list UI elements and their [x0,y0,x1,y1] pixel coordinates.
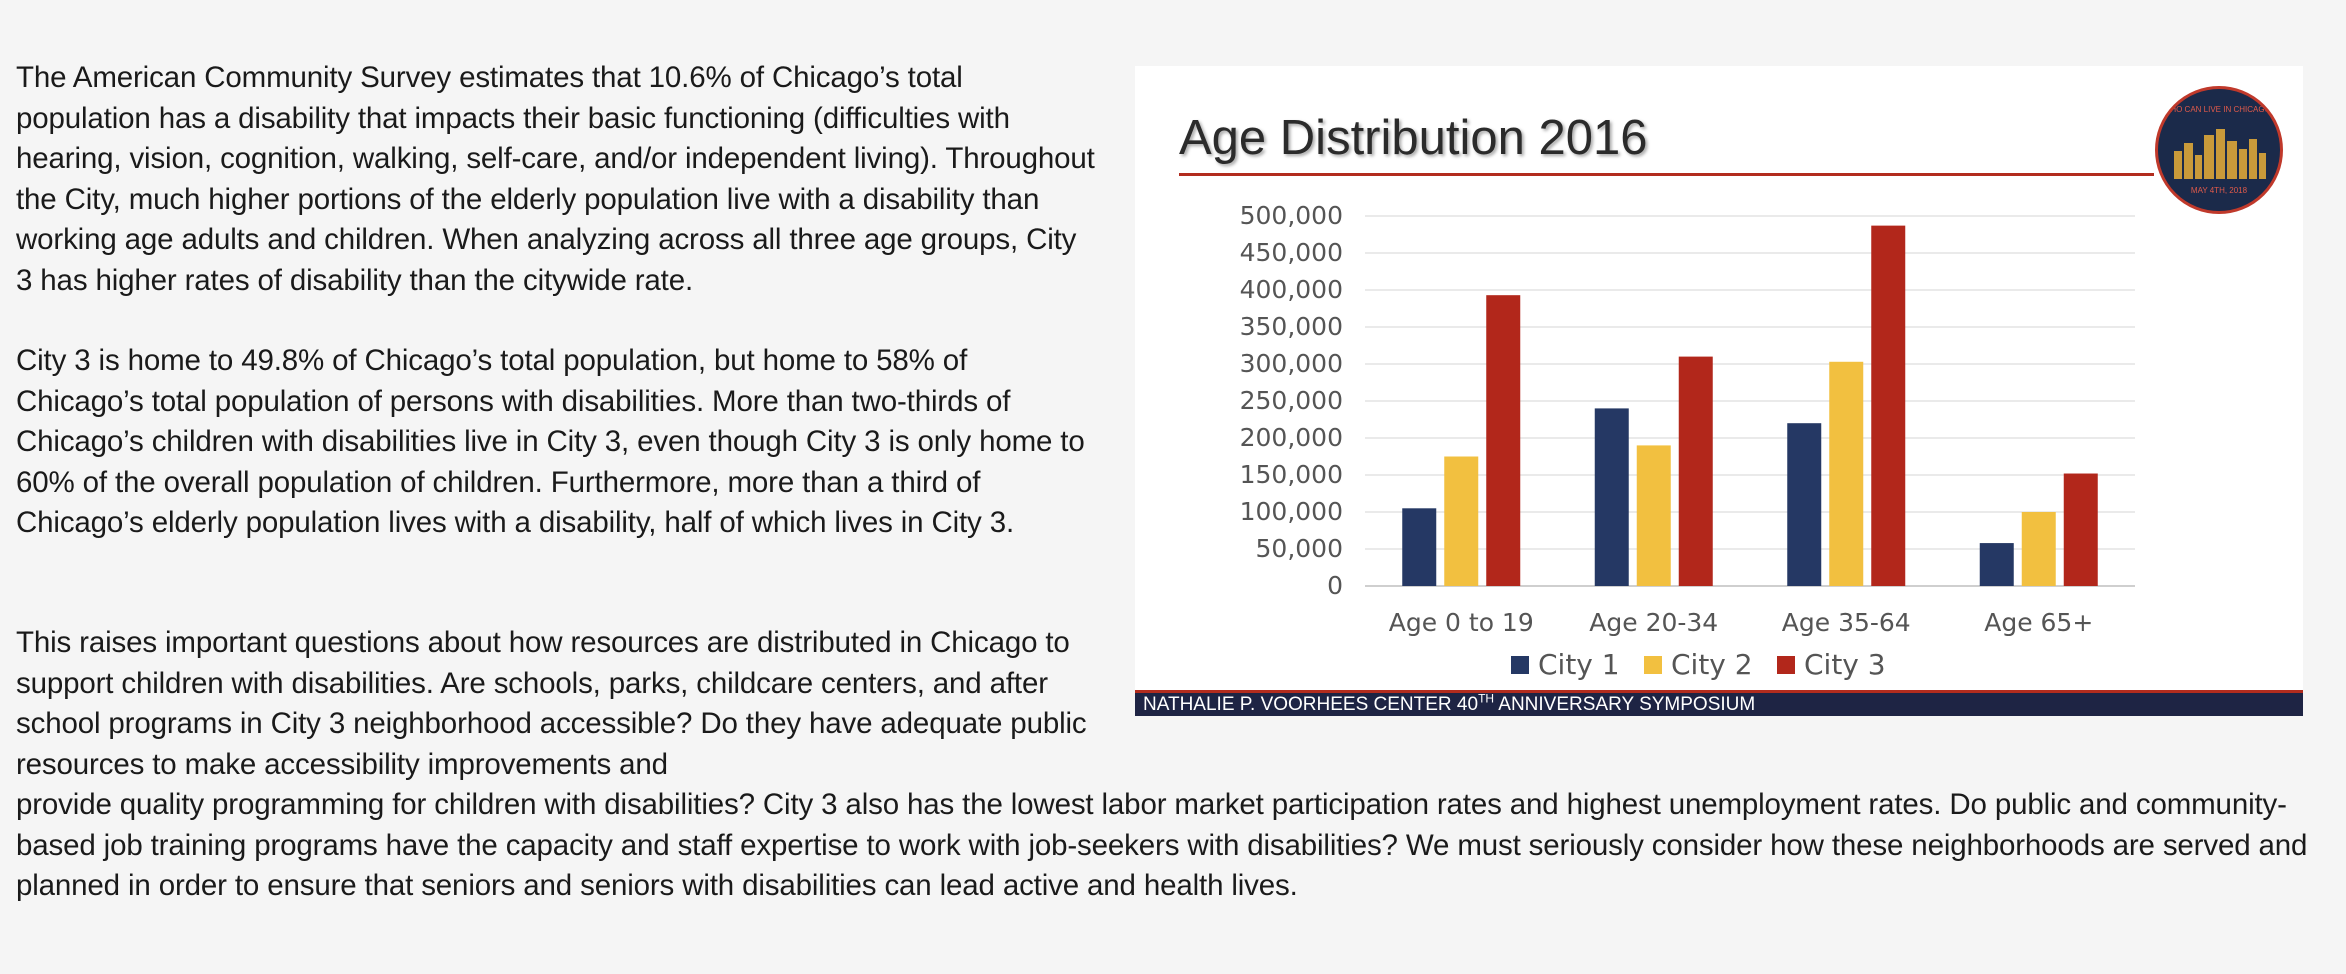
bar [1979,543,2014,586]
legend-swatch [1644,656,1662,674]
bar [1829,361,1864,586]
y-tick-label: 100,000 [1240,497,1343,526]
bar [2021,512,2056,586]
footer-text-end: ANNIVERSARY SYMPOSIUM [1494,694,1756,715]
title-underline [1179,173,2154,176]
y-tick-label: 200,000 [1240,423,1343,452]
y-tick-label: 350,000 [1240,312,1343,341]
x-tick-label: Age 20-34 [1589,608,1718,637]
y-tick-label: 400,000 [1240,275,1343,304]
bar [1678,356,1713,586]
bar [1871,225,1906,586]
bar [2063,473,2098,586]
y-tick-label: 250,000 [1240,386,1343,415]
footer-superscript: TH [1478,691,1495,706]
legend-label: City 2 [1671,648,1753,681]
x-tick-label: Age 0 to 19 [1389,608,1534,637]
x-tick-label: Age 65+ [1984,608,2093,637]
population-paragraph: City 3 is home to 49.8% of Chicago’s tot… [16,344,1085,539]
bar [1402,508,1437,586]
bar [1444,456,1479,586]
y-tick-label: 0 [1327,571,1343,600]
slide-footer: NATHALIE P. VOORHEES CENTER 40TH ANNIVER… [1135,690,2303,716]
legend-swatch [1777,656,1795,674]
questions-paragraph-continued: provide quality programming for children… [16,788,2308,902]
legend-swatch [1511,656,1529,674]
legend-label: City 3 [1804,648,1886,681]
logo-caption: WHO CAN LIVE IN CHICAGO? [2162,105,2276,114]
legend-label: City 1 [1538,648,1620,681]
symposium-logo: WHO CAN LIVE IN CHICAGO? MAY 4TH, 2018 [2155,86,2283,214]
y-tick-label: 450,000 [1240,238,1343,267]
footer-text: NATHALIE P. VOORHEES CENTER 40 [1143,694,1479,715]
questions-paragraph: This raises important questions about ho… [16,626,1087,781]
bar [1594,408,1629,586]
logo-date: MAY 4TH, 2018 [2190,186,2248,195]
y-tick-label: 150,000 [1240,460,1343,489]
slide-title: Age Distribution 2016 [1179,111,1648,165]
bar [1636,445,1671,586]
skyline-icon [2174,129,2266,179]
y-tick-label: 500,000 [1240,201,1343,230]
y-tick-label: 300,000 [1240,349,1343,378]
bar [1486,295,1521,586]
bar [1787,423,1822,586]
bar-chart: 0 50,000 100,000 150,000 200,000 250,000 300,0… [1240,201,2135,681]
x-tick-label: Age 35-64 [1782,608,1911,637]
y-tick-label: 50,000 [1256,534,1343,563]
intro-paragraph: The American Community Survey estimates … [16,61,1095,297]
chart-slide: Age Distribution 2016 WHO CAN LIVE IN CH… [1135,66,2303,716]
